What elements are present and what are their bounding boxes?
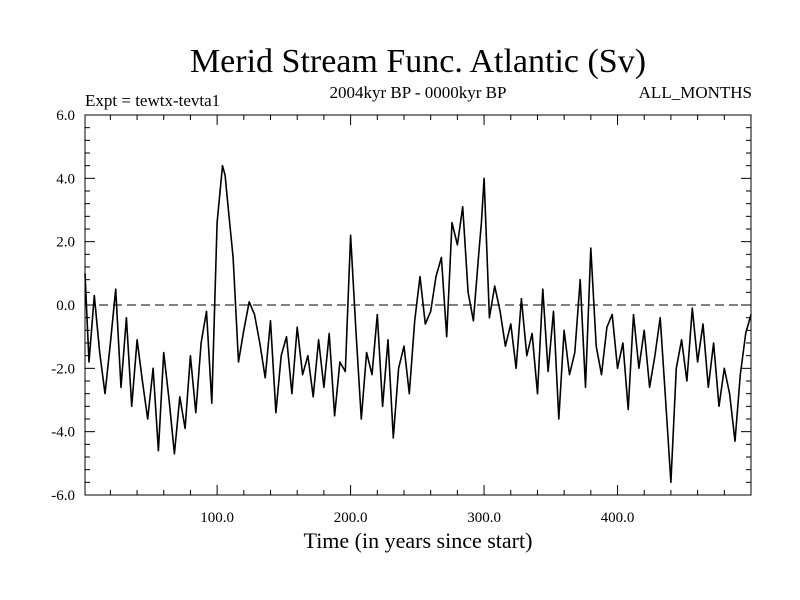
y-tick-label: 4.0 — [56, 171, 75, 187]
x-axis-title: Time (in years since start) — [304, 528, 533, 553]
series-line-0 — [84, 164, 752, 484]
x-tick-label: 400.0 — [601, 510, 635, 526]
y-tick-label: 0.0 — [56, 298, 75, 314]
x-tick-label: 200.0 — [334, 510, 368, 526]
y-tick-label: -6.0 — [51, 488, 75, 504]
chart-title: Merid Stream Func. Atlantic (Sv) — [190, 43, 646, 80]
y-tick-label: -2.0 — [51, 361, 75, 377]
y-tick-label: 2.0 — [56, 235, 75, 251]
y-tick-label: -4.0 — [51, 425, 75, 441]
x-tick-label: 100.0 — [200, 510, 234, 526]
x-tick-label: 300.0 — [467, 510, 501, 526]
y-tick-label: 6.0 — [56, 108, 75, 124]
chart-subtitle-right: ALL_MONTHS — [639, 83, 752, 102]
chart-subtitle-center: 2004kyr BP - 0000kyr BP — [330, 83, 507, 102]
chart-subtitle-left: Expt = tewtx-tevta1 — [85, 91, 220, 110]
